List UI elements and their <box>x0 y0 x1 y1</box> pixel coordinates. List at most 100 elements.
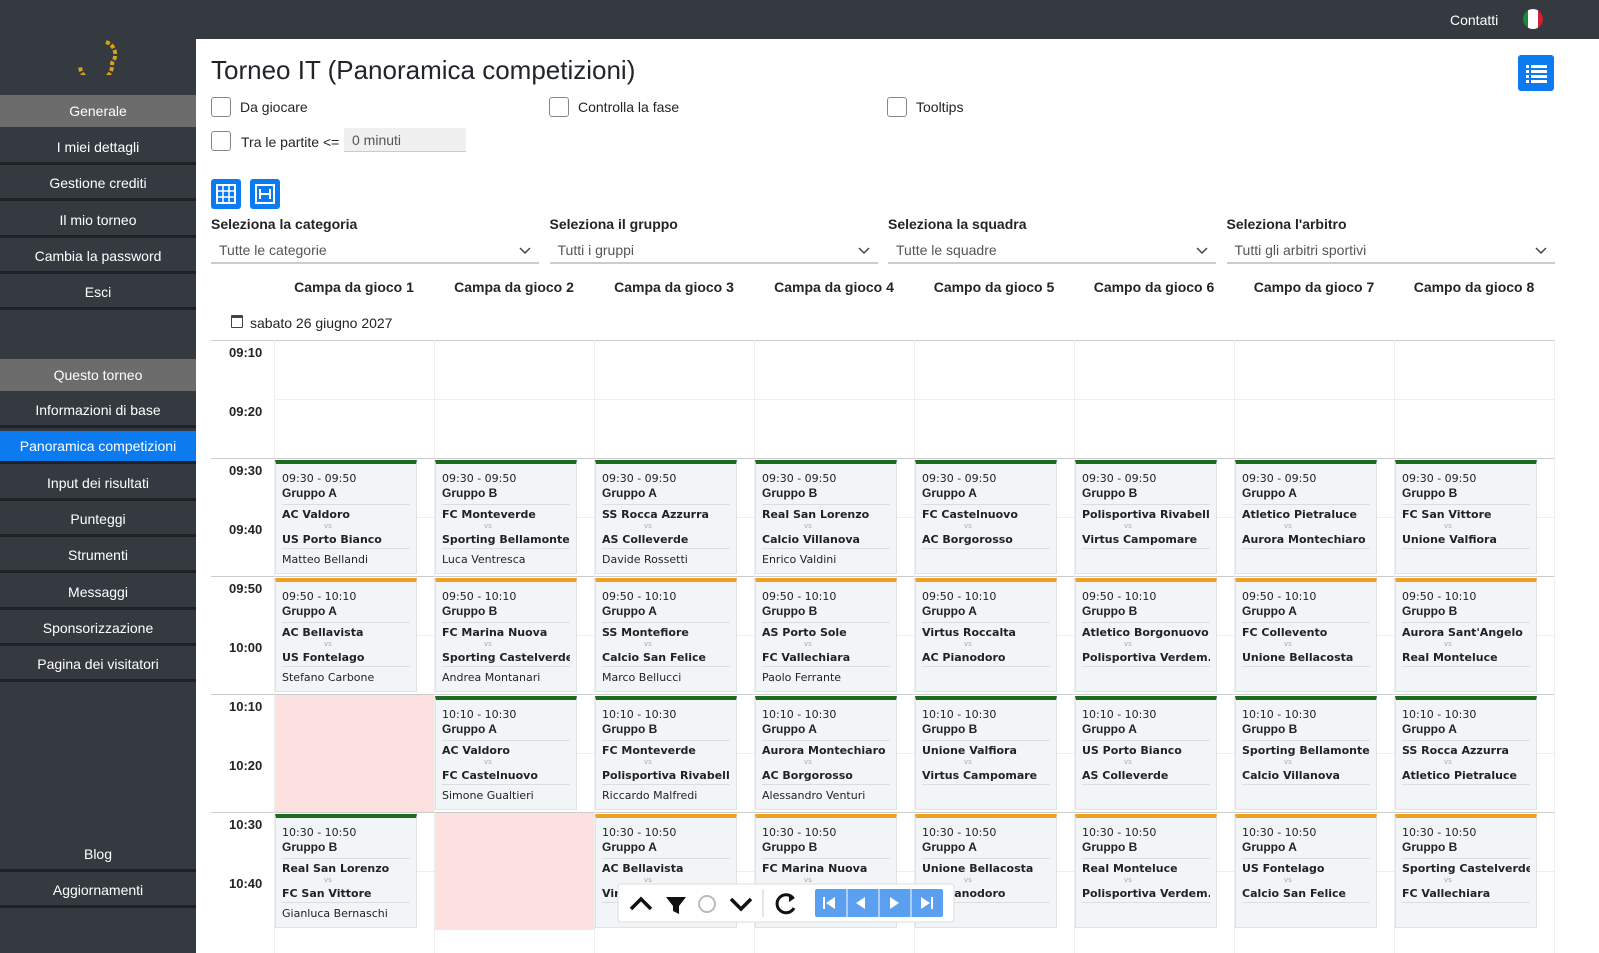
away-team: Sporting Bellamonte <box>442 533 570 546</box>
match-card[interactable]: 09:30 - 09:50 Gruppo A AC Valdoro vs US Port… <box>275 460 417 574</box>
home-team: AC Bellavista <box>282 626 364 639</box>
divider <box>602 784 730 785</box>
match-card[interactable]: 09:30 - 09:50 Gruppo B FC Monteverde vs Spor… <box>435 460 577 574</box>
match-time: 10:30 - 10:50 <box>602 826 677 839</box>
match-time: 10:10 - 10:30 <box>762 708 837 721</box>
match-card[interactable]: 10:10 - 10:30 Gruppo A SS Rocca Azzurra vs A… <box>1395 696 1537 810</box>
menu-item[interactable]: I miei dettagli <box>0 132 196 165</box>
match-card[interactable]: 10:10 - 10:30 Gruppo B Unione Valfiora vs Vi… <box>915 696 1057 810</box>
menu-item[interactable]: Messaggi <box>0 576 196 610</box>
gap-select[interactable]: 0 minuti <box>344 128 466 152</box>
match-card[interactable]: 10:10 - 10:30 Gruppo B FC Monteverde vs Poli… <box>595 696 737 810</box>
menu-item[interactable]: Panoramica competizioni <box>0 431 196 465</box>
filter[interactable] <box>666 897 686 914</box>
scroll-up[interactable] <box>629 896 653 911</box>
match-card[interactable]: 10:30 - 10:50 Gruppo A Unione Bellacosta vs… <box>915 814 1057 928</box>
match-card[interactable]: 09:30 - 09:50 Gruppo B FC San Vittore vs Uni… <box>1395 460 1537 574</box>
away-team: AS Colleverde <box>602 533 689 546</box>
column-line <box>754 340 755 953</box>
divider <box>1242 504 1370 505</box>
divider <box>602 548 730 549</box>
menu-item[interactable]: Pagina dei visitatori <box>0 649 196 683</box>
filter-label: Seleziona la squadra <box>888 216 1027 232</box>
match-card[interactable]: 10:30 - 10:50 Gruppo B Real San Lorenzo vs F… <box>275 814 417 928</box>
timeline-view-button[interactable] <box>250 179 280 209</box>
time-label: 10:30 <box>229 817 263 832</box>
divider <box>442 504 570 505</box>
match-card[interactable]: 09:30 - 09:50 Gruppo A Atletico Pietraluce… <box>1235 460 1377 574</box>
divider <box>762 858 890 859</box>
filter-label: Seleziona l'arbitro <box>1226 216 1347 232</box>
match-card[interactable]: 09:50 - 10:10 Gruppo A Virtus Roccalta vs AC… <box>915 578 1057 692</box>
menu-item[interactable]: Sponsorizzazione <box>0 612 196 646</box>
filter-select[interactable]: Tutte le squadre <box>888 238 1216 264</box>
home-team: Real Monteluce <box>1082 862 1178 875</box>
menu-item[interactable]: Punteggi <box>0 503 196 537</box>
home-team: Atletico Borgonuovo <box>1082 626 1209 639</box>
refresh[interactable] <box>775 893 796 915</box>
match-group: Gruppo B <box>282 840 338 854</box>
match-card[interactable]: 09:30 - 09:50 Gruppo A FC Castelnuovo vs AC … <box>915 460 1057 574</box>
filter-select[interactable]: Tutti gli arbitri sportivi <box>1226 238 1555 264</box>
menu-item[interactable]: Il mio torneo <box>0 204 196 238</box>
match-time: 10:30 - 10:50 <box>762 826 837 839</box>
grid-line <box>211 399 1554 400</box>
away-team: US Fontelago <box>282 651 365 664</box>
checkbox[interactable] <box>887 97 907 117</box>
menu-item[interactable]: Informazioni di base <box>0 395 196 428</box>
menu-item[interactable]: Esci <box>0 277 196 311</box>
flag-icon[interactable] <box>1518 8 1548 30</box>
vs-label: vs <box>324 876 332 884</box>
menu-item[interactable]: Aggiornamenti <box>0 875 196 909</box>
divider <box>282 622 410 623</box>
match-card[interactable]: 09:50 - 10:10 Gruppo A SS Montefiore vs Calc… <box>595 578 737 692</box>
match-card[interactable]: 09:30 - 09:50 Gruppo B Polisportiva Rivabe… <box>1075 460 1217 574</box>
match-card[interactable]: 09:50 - 10:10 Gruppo B FC Marina Nuova vs Sp… <box>435 578 577 692</box>
main: Torneo IT (Panoramica competizioni) Da g… <box>197 39 1599 953</box>
match-card[interactable]: 09:50 - 10:10 Gruppo B Aurora Sant'Angelo v… <box>1395 578 1537 692</box>
match-group: Gruppo B <box>1402 486 1458 500</box>
match-card[interactable]: 10:10 - 10:30 Gruppo A US Porto Bianco vs AS… <box>1075 696 1217 810</box>
match-card[interactable]: 10:10 - 10:30 Gruppo A Aurora Montechiaro v… <box>755 696 897 810</box>
menu-item[interactable]: Gestione crediti <box>0 168 196 202</box>
clock[interactable] <box>698 895 716 913</box>
vs-label: vs <box>964 522 972 530</box>
grid-line <box>211 694 1554 695</box>
referee: Stefano Carbone <box>282 671 375 684</box>
time-label: 09:20 <box>229 404 263 419</box>
match-card[interactable]: 10:10 - 10:30 Gruppo A AC Valdoro vs FC Cast… <box>435 696 577 810</box>
checkbox[interactable] <box>211 131 231 151</box>
divider <box>1082 740 1210 741</box>
match-card[interactable]: 09:50 - 10:10 Gruppo B AS Porto Sole vs FC V… <box>755 578 897 692</box>
match-card[interactable]: 09:50 - 10:10 Gruppo B Atletico Borgonuovo… <box>1075 578 1217 692</box>
checkbox[interactable] <box>211 97 231 117</box>
match-card[interactable]: 09:30 - 09:50 Gruppo B Real San Lorenzo vs C… <box>755 460 897 574</box>
menu-item[interactable]: Cambia la password <box>0 240 196 274</box>
menu-item[interactable]: Input dei risultati <box>0 467 196 501</box>
list-view-button[interactable] <box>1518 55 1554 91</box>
divider <box>922 622 1050 623</box>
match-card[interactable]: 10:30 - 10:50 Gruppo B Sporting Castelverd… <box>1395 814 1537 928</box>
vs-label: vs <box>644 522 652 530</box>
select-value: Tutte le categorie <box>219 242 327 258</box>
pager[interactable] <box>815 889 943 917</box>
match-card[interactable]: 09:50 - 10:10 Gruppo A FC Collevento vs Unio… <box>1235 578 1377 692</box>
match-card[interactable]: 10:10 - 10:30 Gruppo B Sporting Bellamonte… <box>1235 696 1377 810</box>
vs-label: vs <box>1284 522 1292 530</box>
contact-link[interactable]: Contatti <box>1450 12 1499 28</box>
match-card[interactable]: 10:30 - 10:50 Gruppo A US Fontelago vs Calci… <box>1235 814 1377 928</box>
match-card[interactable]: 09:30 - 09:50 Gruppo A SS Rocca Azzurra vs A… <box>595 460 737 574</box>
menu-item[interactable]: Strumenti <box>0 540 196 574</box>
away-team: Calcio San Felice <box>602 651 707 664</box>
filter-select[interactable]: Tutte le categorie <box>211 238 539 264</box>
column-line <box>1554 340 1555 953</box>
vs-label: vs <box>1444 876 1452 884</box>
match-card[interactable]: 09:50 - 10:10 Gruppo A AC Bellavista vs US F… <box>275 578 417 692</box>
filter-select[interactable]: Tutti i gruppi <box>549 238 878 264</box>
scroll-down[interactable] <box>729 897 753 912</box>
match-card[interactable]: 10:30 - 10:50 Gruppo B Real Monteluce vs Pol… <box>1075 814 1217 928</box>
checkbox[interactable] <box>549 97 569 117</box>
menu-item[interactable]: Blog <box>0 839 196 872</box>
vs-label: vs <box>324 522 332 530</box>
calendar-view-button[interactable] <box>211 179 241 209</box>
